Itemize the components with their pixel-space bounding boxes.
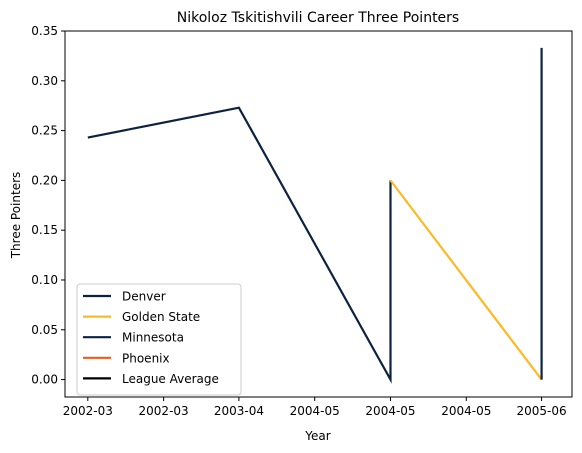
y-tick-label: 0.05 — [31, 323, 58, 337]
legend-label: Minnesota — [122, 331, 184, 345]
x-tick-label: 2004-05 — [441, 404, 491, 418]
y-axis: 0.00 0.05 0.10 0.15 0.20 0.25 0.30 0.35 — [31, 24, 65, 387]
legend-label: Phoenix — [122, 351, 170, 365]
series-line-1 — [389, 179, 543, 381]
y-tick-label: 0.20 — [31, 173, 58, 187]
x-tick-label: 2003-04 — [214, 404, 264, 418]
plot-frame — [64, 30, 573, 398]
legend-box — [76, 283, 242, 396]
legend-label: League Average — [122, 372, 219, 386]
x-tick-label: 2004-05 — [365, 404, 415, 418]
legend-label: Golden State — [122, 310, 200, 324]
y-tick-label: 0.10 — [31, 273, 58, 287]
y-tick-label: 0.30 — [31, 74, 58, 88]
y-axis-label: Three Pointers — [9, 172, 23, 260]
x-tick-label: 2002-03 — [63, 404, 113, 418]
y-tick-label: 0.15 — [31, 223, 58, 237]
plot-area — [64, 30, 573, 398]
series-line-0 — [87, 106, 392, 384]
x-axis-label: Year — [304, 429, 330, 443]
x-tick-label: 2004-05 — [290, 404, 340, 418]
y-tick-label: 0.00 — [31, 373, 58, 387]
x-tick-label: 2005-06 — [517, 404, 567, 418]
x-tick-label: 2002-03 — [139, 404, 189, 418]
legend: Denver Golden State Minnesota Phoenix League… — [76, 283, 242, 396]
legend-label: Denver — [122, 290, 166, 304]
y-tick-label: 0.35 — [31, 24, 58, 38]
y-tick-label: 0.25 — [31, 124, 58, 138]
x-axis: 2002-03 2002-03 2003-04 2004-05 2004-05 2004-… — [63, 397, 567, 418]
chart-title: Nikoloz Tskitishvili Career Three Pointe… — [177, 10, 459, 26]
